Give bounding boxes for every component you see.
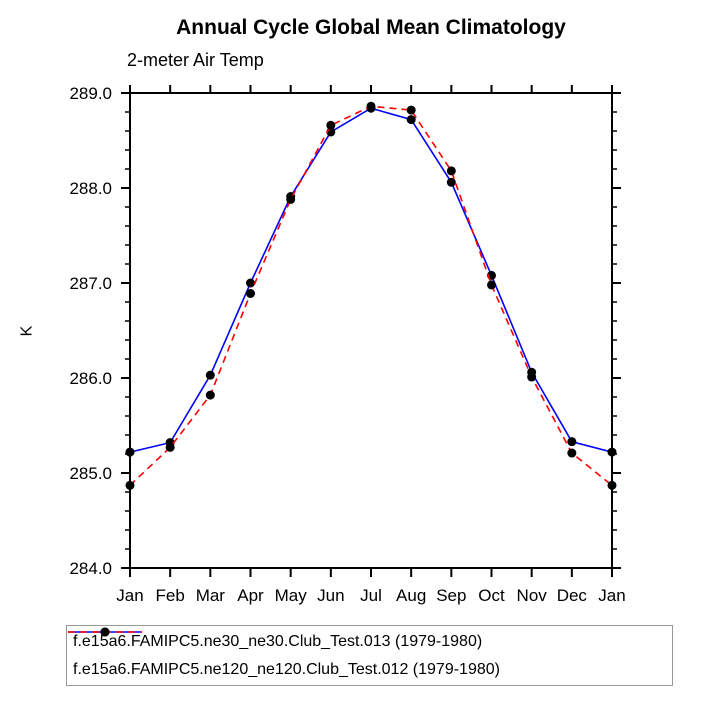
series-line-dashed	[129, 105, 613, 486]
legend-line-dashed-icon	[68, 627, 142, 637]
data-point-marker	[246, 288, 255, 298]
data-point-marker	[205, 390, 215, 400]
legend-label-ne30: f.e15a6.FAMIPC5.ne30_ne30.Club_Test.013 …	[73, 632, 483, 650]
y-tick-label: 289.0	[69, 84, 112, 103]
x-tick-label: Jun	[317, 586, 344, 605]
x-tick-label: Feb	[156, 586, 185, 605]
x-tick-label: Apr	[237, 586, 264, 605]
data-point-marker	[487, 280, 496, 290]
data-point-marker	[165, 442, 175, 452]
data-point-marker	[326, 120, 336, 130]
data-point-marker	[286, 194, 296, 204]
x-tick-label: Oct	[478, 586, 505, 605]
data-point-marker	[607, 447, 617, 457]
y-tick-label: 285.0	[69, 464, 112, 483]
x-tick-label: Mar	[196, 586, 226, 605]
y-tick-label: 284.0	[69, 559, 112, 578]
plot-area: Jan Feb Mar Apr May Jun Jul Aug Sep Oct Nov Dec Jan2…	[69, 84, 625, 605]
data-point-marker	[366, 101, 376, 111]
y-tick-label: 288.0	[69, 179, 112, 198]
chart-subtitle: 2-meter Air Temp	[127, 50, 264, 70]
legend-label-ne120: f.e15a6.FAMIPC5.ne120_ne120.Club_Test.01…	[73, 660, 500, 678]
data-point-marker	[567, 437, 577, 447]
y-tick-label: 286.0	[69, 369, 112, 388]
data-point-marker	[607, 480, 617, 490]
x-tick-label: Nov	[517, 586, 548, 605]
data-point-marker	[446, 166, 456, 176]
legend: f.e15a6.FAMIPC5.ne30_ne30.Club_Test.013 …	[66, 625, 673, 686]
data-point-marker	[246, 278, 255, 288]
x-tick-label: May	[275, 586, 308, 605]
data-point-marker	[446, 177, 456, 187]
x-tick-label: Jul	[360, 586, 382, 605]
axis-frame	[129, 92, 613, 569]
x-tick-label: Aug	[396, 586, 426, 605]
legend-item-ne30: f.e15a6.FAMIPC5.ne30_ne30.Club_Test.013 …	[67, 627, 672, 655]
data-point-marker	[406, 105, 416, 115]
x-tick-label: Sep	[436, 586, 466, 605]
data-point-marker	[567, 448, 577, 458]
data-point-marker	[125, 480, 135, 490]
legend-marker-dot-icon	[100, 627, 110, 637]
x-tick-label: Dec	[557, 586, 588, 605]
legend-item-ne120: f.e15a6.FAMIPC5.ne120_ne120.Club_Test.01…	[67, 627, 672, 683]
data-point-marker	[125, 447, 135, 457]
x-tick-label: Jan	[116, 586, 143, 605]
chart-title: Annual Cycle Global Mean Climatology	[176, 16, 566, 39]
x-tick-label: Jan	[598, 586, 625, 605]
data-point-marker	[527, 372, 537, 382]
series-line-solid	[129, 107, 613, 453]
data-point-marker	[406, 115, 416, 125]
y-tick-label: 287.0	[69, 274, 112, 293]
data-point-marker	[205, 370, 215, 380]
